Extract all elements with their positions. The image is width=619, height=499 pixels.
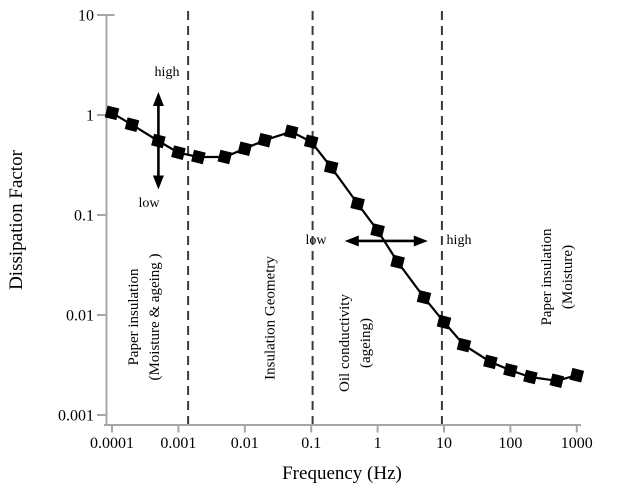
df-marker [303, 134, 319, 150]
df-marker [370, 223, 385, 238]
y-tick-label: 10 [78, 8, 94, 25]
x-tick-label: 1000 [561, 435, 593, 452]
x-tick-label: 0.1 [301, 435, 321, 452]
df-marker [549, 373, 565, 389]
x-tick-label: 0.001 [160, 435, 196, 452]
df-marker [217, 149, 233, 165]
df-marker [350, 196, 365, 211]
region-label-line: Insulation Geometry [262, 256, 279, 380]
df-marker [416, 290, 432, 305]
region-label-line: (Moisture) [560, 244, 576, 310]
df-marker [523, 369, 538, 385]
df-marker [104, 105, 120, 121]
region-label-line: Oil conductivity [337, 294, 353, 392]
arrow-right-head [413, 235, 428, 247]
y-tick-label: 0.01 [66, 308, 94, 325]
region-label-paper-insulation-moisture: Paper insulation (Moisture) [537, 228, 579, 325]
region-label-oil-conductivity-ageing: Oil conductivity (ageing) [335, 294, 377, 392]
arrow-left-head [344, 235, 359, 247]
vertical-arrow-high-label: high [154, 65, 180, 80]
df-marker [503, 363, 518, 378]
df-marker [257, 132, 273, 148]
region-label-paper-insulation-moisture-ageing: Paper insulation (Moisture & ageing ) [124, 253, 166, 380]
region-label-line: Paper insulation [539, 228, 555, 326]
df-marker [171, 145, 186, 160]
df-marker [124, 117, 140, 132]
df-marker [237, 141, 253, 156]
df-marker [390, 254, 405, 270]
df-marker [323, 160, 339, 175]
x-tick-label: 0.0001 [90, 435, 134, 452]
x-tick-label: 0.01 [231, 435, 259, 452]
arrow-down-head [152, 175, 164, 190]
df-curve [111, 111, 578, 382]
df-marker [483, 354, 498, 370]
arrow-up-head [152, 91, 164, 106]
horizontal-arrow-low-label: low [305, 233, 327, 248]
x-axis-title: Frequency (Hz) [282, 463, 402, 484]
x-tick-label: 10 [436, 435, 452, 452]
region-label-line: (ageing) [358, 318, 374, 368]
region-label-insulation-geometry: Insulation Geometry [261, 256, 282, 380]
horizontal-arrow-high-label: high [446, 233, 472, 248]
vertical-arrow-low-label: low [138, 196, 160, 211]
y-tick-label: 1 [86, 108, 94, 125]
x-tick-label: 100 [498, 435, 522, 452]
df-marker [456, 337, 472, 353]
df-marker [436, 314, 452, 330]
x-tick-label: 1 [374, 435, 382, 452]
y-tick-label: 0.001 [58, 408, 94, 425]
df-marker [191, 149, 206, 165]
y-tick-label: 0.1 [74, 208, 94, 225]
df-marker [283, 124, 299, 140]
y-axis-title: Dissipation Factor [6, 150, 27, 290]
region-label-line: Paper insulation [126, 268, 142, 366]
region-label-line: (Moisture & ageing ) [147, 253, 163, 381]
df-marker [569, 367, 585, 383]
